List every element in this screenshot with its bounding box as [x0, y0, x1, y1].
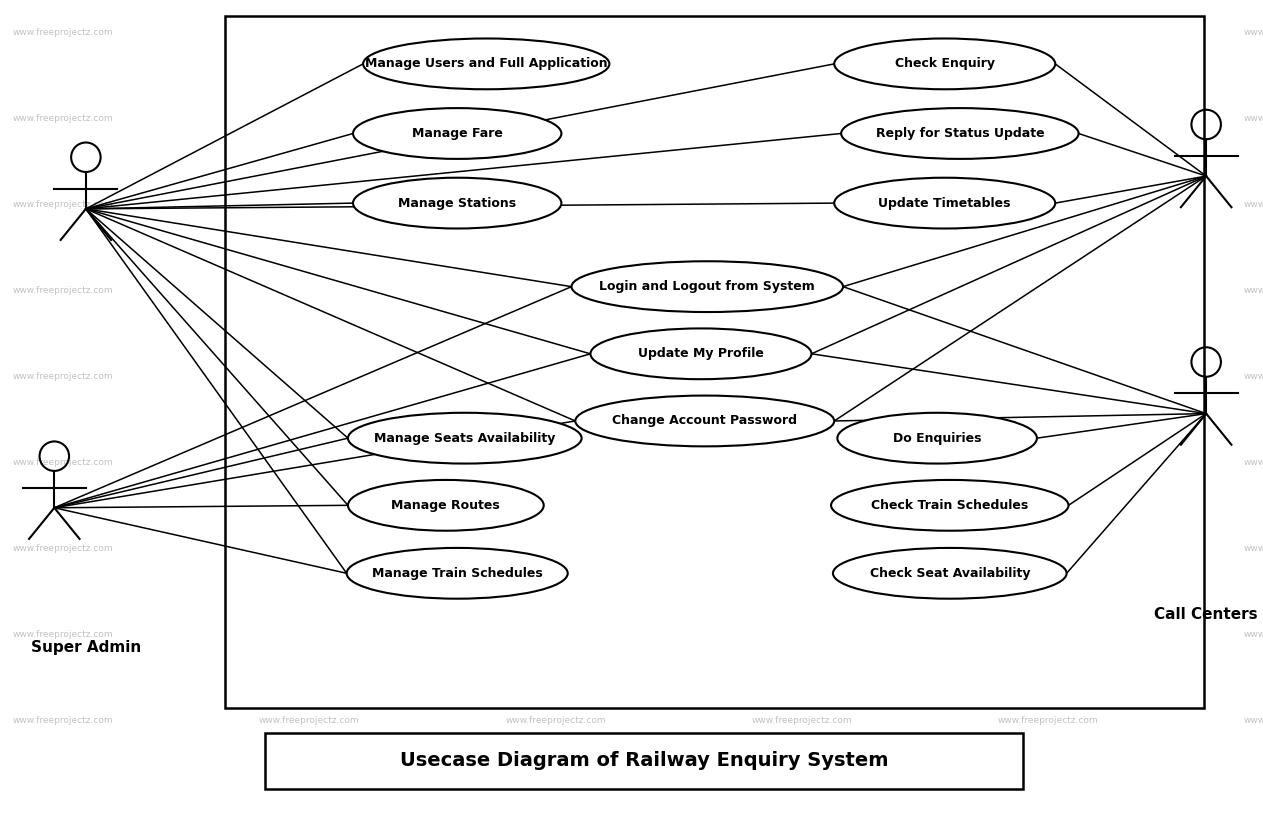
Text: www.freeprojectz.com: www.freeprojectz.com	[1244, 717, 1263, 725]
Text: Check Train Schedules: Check Train Schedules	[871, 499, 1028, 512]
Text: www.freeprojectz.com: www.freeprojectz.com	[13, 545, 114, 553]
Text: www.freeprojectz.com: www.freeprojectz.com	[13, 373, 114, 381]
Text: Manage Users and Full Application: Manage Users and Full Application	[365, 57, 608, 70]
Text: Manage Routes: Manage Routes	[392, 499, 500, 512]
Text: www.freeprojectz.com: www.freeprojectz.com	[751, 287, 853, 295]
Text: www.freeprojectz.com: www.freeprojectz.com	[259, 459, 360, 467]
Text: www.freeprojectz.com: www.freeprojectz.com	[751, 201, 853, 209]
Text: Manage Train Schedules: Manage Train Schedules	[371, 567, 543, 580]
Text: www.freeprojectz.com: www.freeprojectz.com	[998, 631, 1099, 639]
Text: www.freeprojectz.com: www.freeprojectz.com	[505, 287, 606, 295]
Text: www.freeprojectz.com: www.freeprojectz.com	[13, 29, 114, 37]
Text: Check Enquiry: Check Enquiry	[894, 57, 995, 70]
Text: www.freeprojectz.com: www.freeprojectz.com	[259, 287, 360, 295]
Text: www.freeprojectz.com: www.freeprojectz.com	[998, 287, 1099, 295]
Text: www.freeprojectz.com: www.freeprojectz.com	[998, 717, 1099, 725]
Text: www.freeprojectz.com: www.freeprojectz.com	[259, 201, 360, 209]
Text: www.freeprojectz.com: www.freeprojectz.com	[1244, 201, 1263, 209]
Text: www.freeprojectz.com: www.freeprojectz.com	[259, 29, 360, 37]
Text: www.freeprojectz.com: www.freeprojectz.com	[259, 545, 360, 553]
Text: www.freeprojectz.com: www.freeprojectz.com	[505, 545, 606, 553]
Text: www.freeprojectz.com: www.freeprojectz.com	[998, 201, 1099, 209]
Text: www.freeprojectz.com: www.freeprojectz.com	[751, 29, 853, 37]
Text: www.freeprojectz.com: www.freeprojectz.com	[505, 201, 606, 209]
Text: www.freeprojectz.com: www.freeprojectz.com	[751, 115, 853, 123]
Text: Usecase Diagram of Railway Enquiry System: Usecase Diagram of Railway Enquiry Syste…	[400, 751, 888, 771]
Text: www.freeprojectz.com: www.freeprojectz.com	[259, 115, 360, 123]
Bar	[225, 16, 1204, 708]
Text: Manage Fare: Manage Fare	[412, 127, 503, 140]
Text: www.freeprojectz.com: www.freeprojectz.com	[998, 373, 1099, 381]
Ellipse shape	[352, 178, 561, 229]
Text: Manage Stations: Manage Stations	[398, 197, 517, 210]
Text: Update My Profile: Update My Profile	[638, 347, 764, 360]
Ellipse shape	[352, 108, 561, 159]
Text: www.freeprojectz.com: www.freeprojectz.com	[1244, 373, 1263, 381]
Text: www.freeprojectz.com: www.freeprojectz.com	[998, 29, 1099, 37]
Bar	[265, 733, 1023, 789]
Text: www.freeprojectz.com: www.freeprojectz.com	[13, 201, 114, 209]
Text: www.freeprojectz.com: www.freeprojectz.com	[1244, 29, 1263, 37]
Text: Do Enquiries: Do Enquiries	[893, 432, 981, 445]
Text: www.freeprojectz.com: www.freeprojectz.com	[751, 459, 853, 467]
Ellipse shape	[347, 480, 543, 531]
Text: www.freeprojectz.com: www.freeprojectz.com	[998, 459, 1099, 467]
Text: www.freeprojectz.com: www.freeprojectz.com	[751, 373, 853, 381]
Text: www.freeprojectz.com: www.freeprojectz.com	[505, 29, 606, 37]
Text: www.freeprojectz.com: www.freeprojectz.com	[13, 287, 114, 295]
Ellipse shape	[571, 261, 844, 312]
Text: www.freeprojectz.com: www.freeprojectz.com	[505, 631, 606, 639]
Text: www.freeprojectz.com: www.freeprojectz.com	[1244, 631, 1263, 639]
Text: www.freeprojectz.com: www.freeprojectz.com	[505, 373, 606, 381]
Text: www.freeprojectz.com: www.freeprojectz.com	[505, 115, 606, 123]
Ellipse shape	[834, 548, 1067, 599]
Ellipse shape	[835, 38, 1055, 89]
Text: www.freeprojectz.com: www.freeprojectz.com	[998, 545, 1099, 553]
Text: Update Timetables: Update Timetables	[879, 197, 1010, 210]
Text: www.freeprojectz.com: www.freeprojectz.com	[13, 631, 114, 639]
Text: www.freeprojectz.com: www.freeprojectz.com	[1244, 115, 1263, 123]
Text: www.freeprojectz.com: www.freeprojectz.com	[13, 459, 114, 467]
Text: www.freeprojectz.com: www.freeprojectz.com	[259, 717, 360, 725]
Text: Super Admin: Super Admin	[30, 640, 141, 655]
Text: www.freeprojectz.com: www.freeprojectz.com	[998, 115, 1099, 123]
Text: www.freeprojectz.com: www.freeprojectz.com	[751, 545, 853, 553]
Text: Reply for Status Update: Reply for Status Update	[875, 127, 1045, 140]
Text: www.freeprojectz.com: www.freeprojectz.com	[505, 717, 606, 725]
Ellipse shape	[835, 178, 1055, 229]
Text: www.freeprojectz.com: www.freeprojectz.com	[259, 631, 360, 639]
Ellipse shape	[349, 413, 582, 464]
Text: www.freeprojectz.com: www.freeprojectz.com	[1244, 459, 1263, 467]
Text: Call Centers: Call Centers	[1154, 607, 1258, 622]
Text: www.freeprojectz.com: www.freeprojectz.com	[751, 631, 853, 639]
Text: www.freeprojectz.com: www.freeprojectz.com	[505, 459, 606, 467]
Text: www.freeprojectz.com: www.freeprojectz.com	[751, 717, 853, 725]
Ellipse shape	[364, 38, 609, 89]
Text: Check Seat Availability: Check Seat Availability	[869, 567, 1031, 580]
Text: Change Account Password: Change Account Password	[613, 414, 797, 428]
Text: Login and Logout from System: Login and Logout from System	[600, 280, 815, 293]
Ellipse shape	[346, 548, 567, 599]
Ellipse shape	[831, 480, 1068, 531]
Text: www.freeprojectz.com: www.freeprojectz.com	[1244, 545, 1263, 553]
Ellipse shape	[841, 108, 1079, 159]
Ellipse shape	[576, 396, 835, 446]
Text: www.freeprojectz.com: www.freeprojectz.com	[259, 373, 360, 381]
Ellipse shape	[837, 413, 1037, 464]
Text: Manage Seats Availability: Manage Seats Availability	[374, 432, 556, 445]
Ellipse shape	[591, 328, 812, 379]
Text: www.freeprojectz.com: www.freeprojectz.com	[13, 717, 114, 725]
Text: www.freeprojectz.com: www.freeprojectz.com	[13, 115, 114, 123]
Text: www.freeprojectz.com: www.freeprojectz.com	[1244, 287, 1263, 295]
